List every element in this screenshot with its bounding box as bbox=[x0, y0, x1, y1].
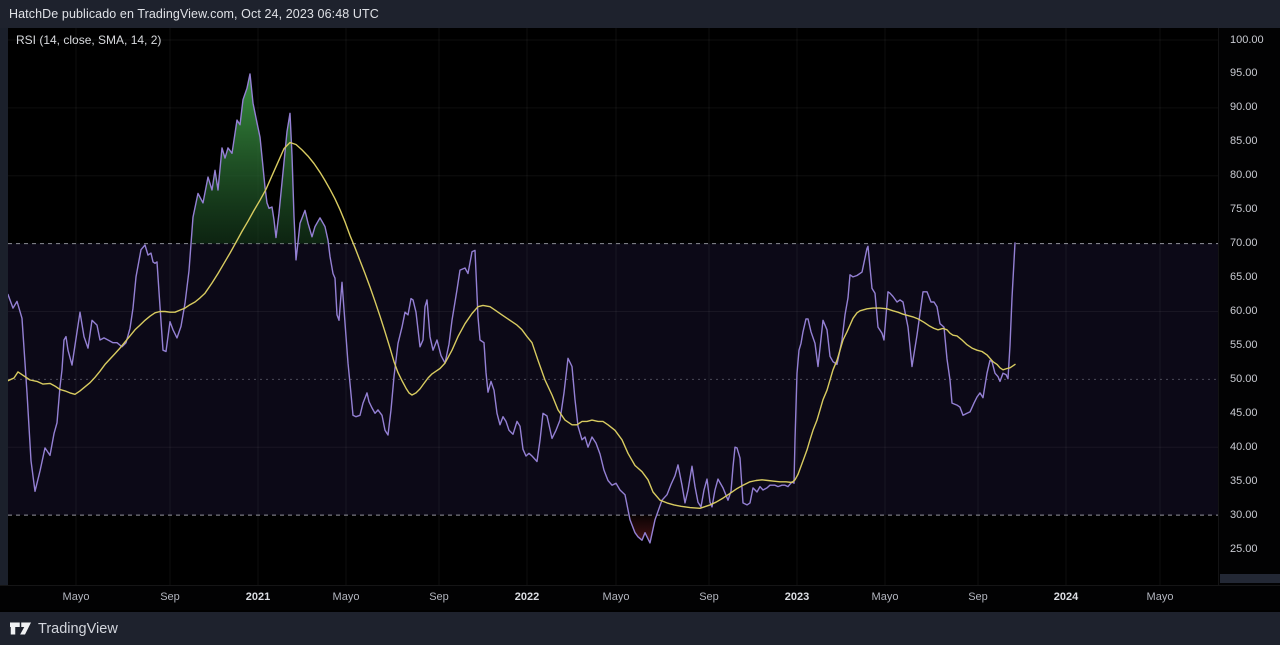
chart-left-margin bbox=[0, 28, 8, 585]
rsi-band-fill bbox=[8, 243, 1218, 516]
time-tick-month-label: Mayo bbox=[1146, 591, 1174, 603]
rsi-line bbox=[7, 73, 1016, 544]
time-tick-year-label: 2022 bbox=[514, 591, 540, 603]
price-tick-label: 70.00 bbox=[1230, 237, 1258, 249]
sma-line bbox=[7, 141, 1016, 509]
price-tick-label: 30.00 bbox=[1230, 509, 1258, 521]
time-tick-year-label: 2021 bbox=[245, 591, 271, 603]
tradingview-logo-icon[interactable] bbox=[10, 620, 31, 637]
time-tick-month-label: Mayo bbox=[871, 591, 899, 603]
indicator-title: RSI (14, close, SMA, 14, 2) bbox=[16, 33, 162, 47]
time-tick-month-label: Mayo bbox=[602, 591, 630, 603]
price-tick-label: 25.00 bbox=[1230, 543, 1258, 555]
time-tick-month-label: Sep bbox=[429, 591, 449, 603]
time-tick-month-label: Mayo bbox=[62, 591, 90, 603]
time-tick-month-label: Sep bbox=[160, 591, 180, 603]
price-tick-label: 95.00 bbox=[1230, 67, 1258, 79]
price-tick-label: 100.00 bbox=[1230, 34, 1264, 46]
price-tick-label: 80.00 bbox=[1230, 169, 1258, 181]
price-tick-label: 45.00 bbox=[1230, 407, 1258, 419]
time-tick-month-label: Sep bbox=[968, 591, 988, 603]
price-tick-label: 85.00 bbox=[1230, 135, 1258, 147]
tradingview-brand-text[interactable]: TradingView bbox=[38, 620, 118, 637]
footer-bar: TradingView bbox=[0, 612, 1280, 645]
price-tick-label: 40.00 bbox=[1230, 441, 1258, 453]
price-axis[interactable]: 100.00 95.00 90.00 85.00 80.00 75.00 70.00 65.0… bbox=[1218, 28, 1280, 585]
price-tick-label: 75.00 bbox=[1230, 203, 1258, 215]
time-tick-year-label: 2024 bbox=[1053, 591, 1079, 603]
chart-pane[interactable] bbox=[0, 28, 1280, 585]
attribution-text: HatchDe publicado en TradingView.com, Oc… bbox=[9, 7, 379, 21]
price-tick-label: 60.00 bbox=[1230, 305, 1258, 317]
price-tick-label: 35.00 bbox=[1230, 475, 1258, 487]
time-axis[interactable]: Mayo Sep 2021 Mayo Sep 2022 Mayo Sep 2023 Mayo Sep… bbox=[0, 585, 1280, 610]
time-tick-month-label: Mayo bbox=[332, 591, 360, 603]
attribution-bar: HatchDe publicado en TradingView.com, Oc… bbox=[0, 0, 1280, 28]
price-tick-label: 65.00 bbox=[1230, 271, 1258, 283]
price-tick-label: 55.00 bbox=[1230, 339, 1258, 351]
time-tick-month-label: Sep bbox=[699, 591, 719, 603]
price-tick-label: 90.00 bbox=[1230, 101, 1258, 113]
price-axis-corner bbox=[1220, 574, 1280, 583]
time-tick-year-label: 2023 bbox=[784, 591, 810, 603]
price-tick-label: 50.00 bbox=[1230, 373, 1258, 385]
rsi-chart-canvas[interactable] bbox=[0, 28, 1218, 585]
